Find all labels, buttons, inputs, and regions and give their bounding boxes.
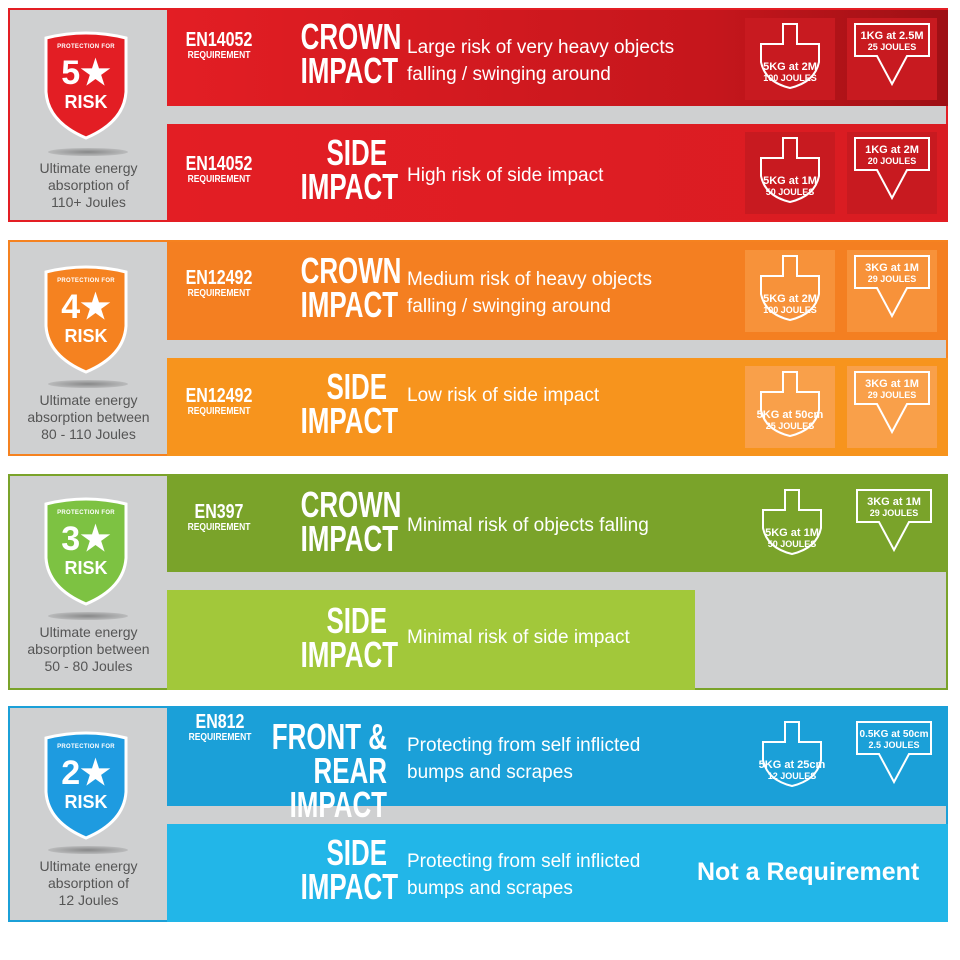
protection-for-label: PROTECTION FOR <box>57 44 115 50</box>
star-rating: 5★ <box>61 54 111 92</box>
risk-label: RISK <box>64 558 108 578</box>
risk-sidebar: PROTECTION FOR 5★ RISK Ultimate energy a… <box>10 10 167 220</box>
not-a-requirement-label: Not a Requirement <box>697 858 920 886</box>
risk-description: Large risk of very heavy objects falling… <box>407 37 675 85</box>
protection-for-label: PROTECTION FOR <box>57 510 115 516</box>
risk-group-3-star: PROTECTION FOR 3★ RISK Ultimate energy a… <box>8 474 948 690</box>
weight-drop-icon: 5KG at 2M 100 JOULES <box>745 18 835 100</box>
risk-label: RISK <box>64 792 108 812</box>
impact-type: CROWN IMPACT <box>300 16 402 91</box>
impact-row-side: SIDE IMPACT Minimal risk of side impact <box>167 590 695 690</box>
impact-type: SIDE IMPACT <box>300 366 399 441</box>
star-rating: 3★ <box>61 520 111 558</box>
absorption-text: Ultimate energy absorption of 12 Joules <box>39 858 138 908</box>
weight-drop-icon: 5KG at 1M 50 JOULES <box>747 484 837 566</box>
shield-icon <box>44 31 128 140</box>
risk-group-2-star: PROTECTION FOR 2★ RISK Ultimate energy a… <box>8 706 948 922</box>
striker-icon: 0.5KG at 50cm 2.5 JOULES <box>849 716 939 798</box>
protection-for-label: PROTECTION FOR <box>57 278 115 284</box>
striker-icon: 3KG at 1M 29 JOULES <box>847 250 937 332</box>
standard-label: EN14052 REQUIREMENT <box>185 29 253 61</box>
shield-icon <box>44 497 128 606</box>
impact-row-crown: EN397 REQUIREMENT CROWN IMPACT Minimal r… <box>167 476 948 572</box>
shield-badge: PROTECTION FOR 4★ RISK <box>40 264 132 374</box>
risk-sidebar: PROTECTION FOR 3★ RISK Ultimate energy a… <box>10 476 167 688</box>
shield-shadow <box>48 846 128 854</box>
weight-drop-icon: 5KG at 1M 50 JOULES <box>745 132 835 214</box>
impact-row-side: SIDE IMPACT Protecting from self inflict… <box>167 824 948 922</box>
impact-row-side: EN12492 REQUIREMENT SIDE IMPACT Low risk… <box>167 358 948 456</box>
standard-label: EN397 REQUIREMENT <box>187 501 251 533</box>
standard-label: EN12492 REQUIREMENT <box>185 385 253 417</box>
standard-label: EN14052 REQUIREMENT <box>185 153 253 185</box>
impact-row-crown: EN12492 REQUIREMENT CROWN IMPACT Medium … <box>167 242 948 340</box>
impact-type: CROWN IMPACT <box>300 250 402 325</box>
impact-type: FRONT & REAR IMPACT <box>271 716 387 825</box>
standard-label: EN12492 REQUIREMENT <box>185 267 253 299</box>
risk-description: Protecting from self inflicted bumps and… <box>407 735 641 783</box>
shield-icon <box>44 265 128 374</box>
striker-icon: 3KG at 1M 29 JOULES <box>847 366 937 448</box>
impact-row-side: EN14052 REQUIREMENT SIDE IMPACT High ris… <box>167 124 948 220</box>
weight-drop-icon: 5KG at 25cm 12 JOULES <box>747 716 837 798</box>
shield-badge: PROTECTION FOR 5★ RISK <box>40 30 132 140</box>
impact-type: SIDE IMPACT <box>300 132 399 207</box>
risk-description: Minimal risk of objects falling <box>407 515 649 536</box>
risk-sidebar: PROTECTION FOR 2★ RISK Ultimate energy a… <box>10 708 167 920</box>
standard-label: EN812 REQUIREMENT <box>188 711 252 743</box>
risk-label: RISK <box>64 326 108 346</box>
shield-shadow <box>48 612 128 620</box>
striker-icon: 3KG at 1M 29 JOULES <box>849 484 939 566</box>
risk-description: Protecting from self inflicted bumps and… <box>407 851 641 899</box>
striker-icon: 1KG at 2M 20 JOULES <box>847 132 937 214</box>
risk-description: High risk of side impact <box>407 165 604 186</box>
impact-type: SIDE IMPACT <box>300 600 399 675</box>
star-rating: 2★ <box>61 754 111 792</box>
shield-icon <box>44 731 128 840</box>
risk-sidebar: PROTECTION FOR 4★ RISK Ultimate energy a… <box>10 242 167 454</box>
shield-shadow <box>48 380 128 388</box>
shield-shadow <box>48 148 128 156</box>
risk-label: RISK <box>64 92 108 112</box>
striker-icon: 1KG at 2.5M 25 JOULES <box>847 18 937 100</box>
weight-drop-icon: 5KG at 50cm 25 JOULES <box>745 366 835 448</box>
protection-for-label: PROTECTION FOR <box>57 744 115 750</box>
star-rating: 4★ <box>61 288 111 326</box>
risk-group-4-star: PROTECTION FOR 4★ RISK Ultimate energy a… <box>8 240 948 456</box>
impact-type: CROWN IMPACT <box>300 484 402 559</box>
absorption-text: Ultimate energy absorption of 110+ Joule… <box>39 160 138 210</box>
absorption-text: Ultimate energy absorption between 80 - … <box>27 392 150 442</box>
impact-type: SIDE IMPACT <box>300 832 399 907</box>
risk-description: Minimal risk of side impact <box>407 627 630 648</box>
shield-badge: PROTECTION FOR 3★ RISK <box>40 496 132 606</box>
impact-row-crown: EN14052 REQUIREMENT CROWN IMPACT Large r… <box>167 10 948 106</box>
weight-drop-icon: 5KG at 2M 100 JOULES <box>745 250 835 332</box>
risk-description: Low risk of side impact <box>407 385 600 406</box>
shield-badge: PROTECTION FOR 2★ RISK <box>40 730 132 840</box>
impact-row-front-rear: EN812 REQUIREMENT FRONT & REAR IMPACT Pr… <box>167 708 948 823</box>
risk-description: Medium risk of heavy objects falling / s… <box>407 269 652 317</box>
risk-group-5-star: PROTECTION FOR 5★ RISK Ultimate energy a… <box>8 8 948 222</box>
absorption-text: Ultimate energy absorption between 50 - … <box>27 624 150 674</box>
